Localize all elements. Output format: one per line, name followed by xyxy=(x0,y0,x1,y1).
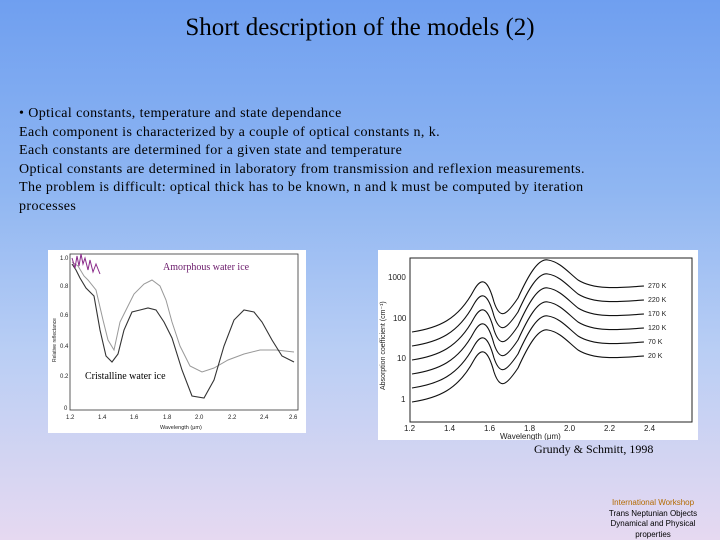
amorphous-spectrum xyxy=(71,261,295,373)
xtick-label: 1.4 xyxy=(444,424,456,433)
xtick-label: 1.2 xyxy=(404,424,416,433)
footer-line: International Workshop xyxy=(611,498,695,507)
bullet-list: • Optical constants, temperature and sta… xyxy=(19,105,699,216)
ytick-label: 1 xyxy=(401,395,406,404)
footer-workshop: International Workshop Trans Neptunian O… xyxy=(598,498,708,540)
bullet-line: The problem is difficult: optical thick … xyxy=(19,180,584,195)
temperature-label: 70 K xyxy=(648,339,663,346)
reflectance-plot: 1.0 0.8 0.6 0.4 0.2 0 1.2 1.4 1.6 1.8 2.… xyxy=(52,253,299,431)
temperature-label: 20 K xyxy=(648,353,663,360)
bullet-line: Each component is characterized by a cou… xyxy=(19,124,441,140)
absorption-figure: 1000 100 10 1 1.2 1.4 1.6 1.8 2.0 2.2 2.… xyxy=(378,250,698,440)
xtick-label: 2.4 xyxy=(260,415,269,421)
x-axis-label: Wavelength (μm) xyxy=(500,432,561,440)
footer-line: Dynamical and Physical xyxy=(610,519,696,528)
absorption-curve-170k xyxy=(411,287,645,361)
y-axis-label: Relative reflectance xyxy=(52,318,58,362)
temperature-label: 220 K xyxy=(648,297,667,304)
bullet-line: processes xyxy=(19,198,77,214)
footer-line: Trans Neptunian Objects xyxy=(608,508,698,518)
xtick-label: 1.2 xyxy=(66,415,75,421)
ytick-label: 1.0 xyxy=(60,256,69,262)
xtick-label: 2.0 xyxy=(564,424,576,433)
ytick-label: 0.8 xyxy=(60,284,69,290)
amorphous-label: Amorphous water ice xyxy=(163,262,250,273)
xtick-label: 2.0 xyxy=(195,415,204,421)
xtick-label: 2.2 xyxy=(604,424,616,433)
temperature-label: 170 K xyxy=(648,311,667,318)
ytick-label: 1000 xyxy=(388,273,406,282)
absorption-curve-70k xyxy=(411,315,645,389)
ytick-label: 0 xyxy=(64,406,68,412)
xtick-label: 1.6 xyxy=(130,415,139,421)
absorption-curve-120k xyxy=(411,301,645,375)
absorption-curve-220k xyxy=(411,273,645,347)
crystalline-label: Cristalline water ice xyxy=(85,371,166,382)
footer-line: properties xyxy=(635,529,671,539)
absorption-plot: 1000 100 10 1 1.2 1.4 1.6 1.8 2.0 2.2 2.… xyxy=(380,257,693,440)
slide-title: Short description of the models (2) xyxy=(185,14,535,41)
crystalline-spectrum xyxy=(71,263,295,399)
temperature-label: 270 K xyxy=(648,283,667,290)
xtick-label: 2.6 xyxy=(289,415,298,421)
xtick-label: 1.8 xyxy=(163,415,172,421)
xtick-label: 1.6 xyxy=(484,424,496,433)
temperature-label: 120 K xyxy=(648,325,667,332)
xtick-label: 1.8 xyxy=(524,424,536,433)
bullet-line: Each constants are determined for a give… xyxy=(19,143,403,158)
ytick-label: 0.4 xyxy=(60,344,69,350)
plot-frame xyxy=(69,253,299,411)
xtick-label: 2.4 xyxy=(644,424,656,433)
y-axis-label: Absorption coefficient (cm⁻¹) xyxy=(380,301,387,390)
reflectance-figure: 1.0 0.8 0.6 0.4 0.2 0 1.2 1.4 1.6 1.8 2.… xyxy=(48,250,306,433)
noisy-spectrum xyxy=(71,253,101,275)
ytick-label: 0.2 xyxy=(60,374,69,380)
ytick-label: 100 xyxy=(393,314,407,323)
absorption-curve-270k xyxy=(411,259,645,333)
ytick-label: 0.6 xyxy=(60,313,69,319)
citation: Grundy & Schmitt, 1998 xyxy=(534,442,654,456)
xtick-label: 1.4 xyxy=(98,415,107,421)
bullet-line: Optical constants are determined in labo… xyxy=(19,161,585,177)
xtick-label: 2.2 xyxy=(228,415,237,421)
absorption-curve-20k xyxy=(411,329,645,403)
x-axis-label: Wavelength (μm) xyxy=(160,425,202,431)
bullet-line: • Optical constants, temperature and sta… xyxy=(19,106,342,121)
ytick-label: 10 xyxy=(397,354,406,363)
plot-frame xyxy=(409,257,693,423)
